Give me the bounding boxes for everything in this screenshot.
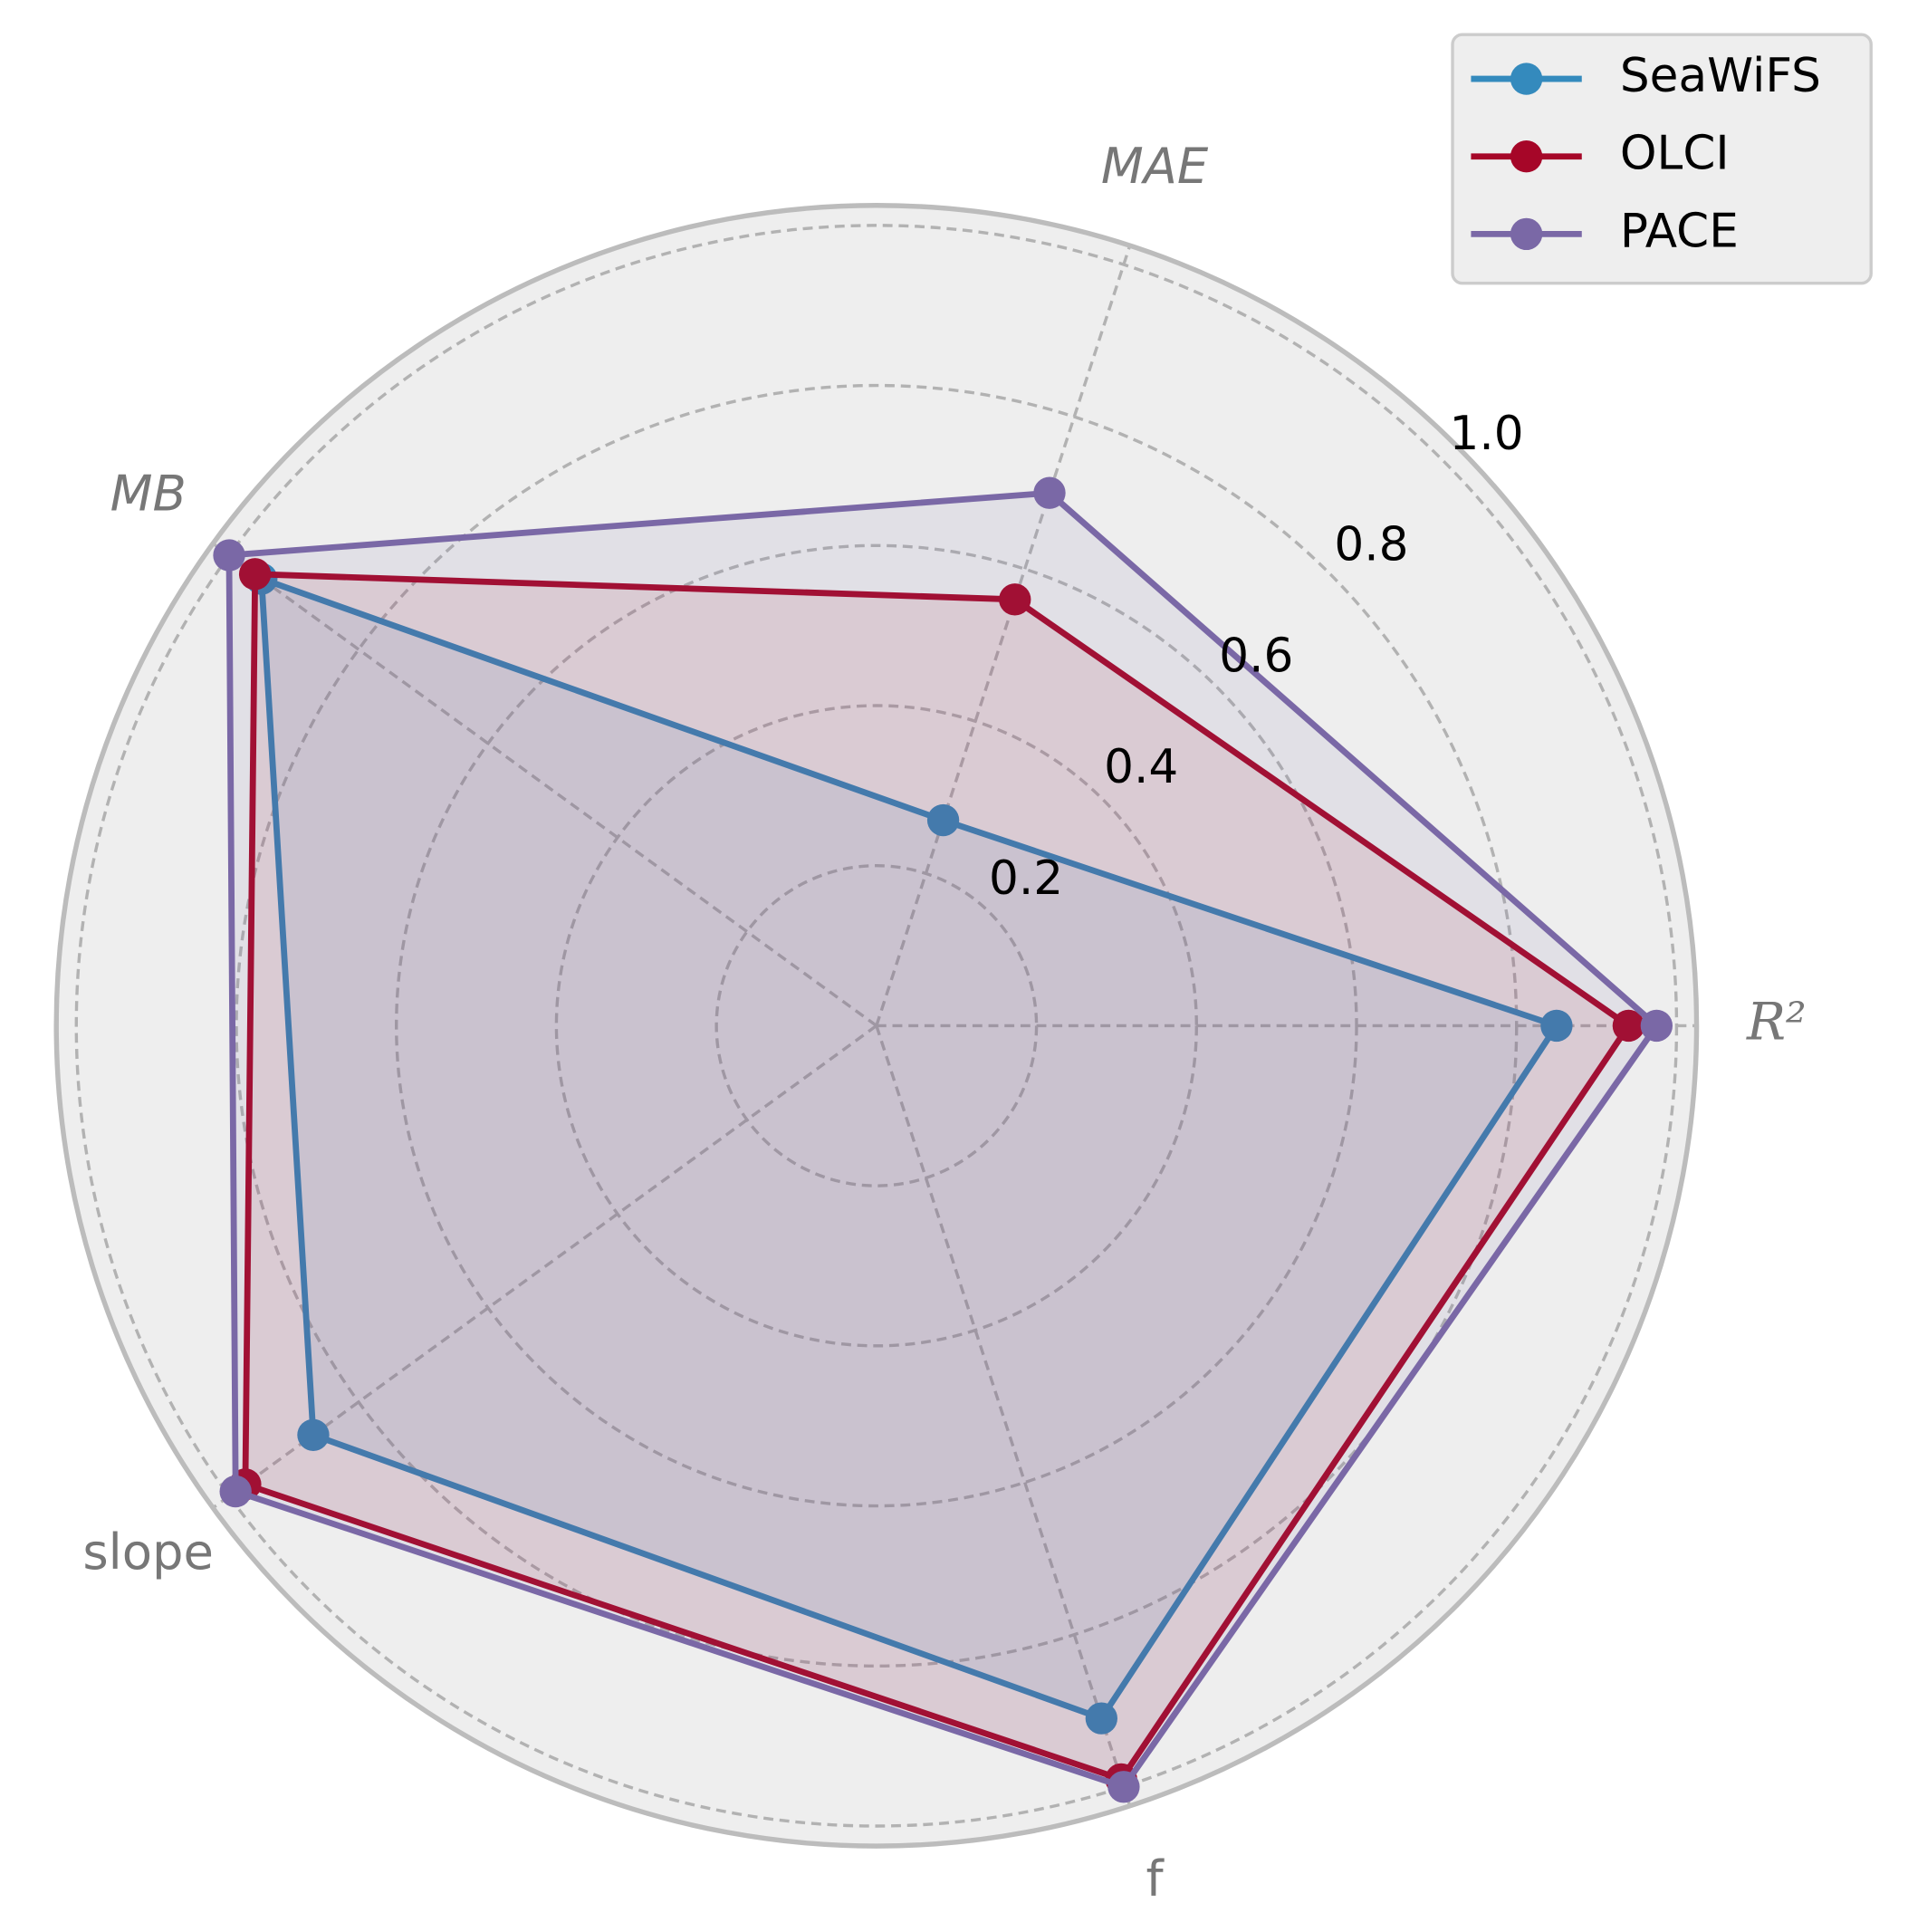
category-label: f [1146,1850,1165,1908]
category-label: MB [110,465,187,522]
r-tick-label: 0.4 [1104,740,1178,794]
series-area [244,573,1629,1780]
category-label: MAE [1101,138,1209,195]
polar-frame [53,203,1700,1849]
series-area [228,493,1657,1787]
series-area [261,578,1557,1719]
spoke [212,1024,877,1510]
spoke [212,542,877,1027]
series-marker [1033,476,1066,509]
spoke [875,245,1132,1026]
r-tick-label: 0.2 [989,851,1063,906]
series-marker [999,583,1031,616]
legend: SeaWiFS OLCI PACE [1451,33,1873,285]
series-marker [1540,1009,1573,1043]
category-label: R² [1746,992,1807,1052]
series-marker [1640,1009,1673,1043]
series-line [242,571,1632,1783]
series-marker [1612,1009,1645,1043]
r-tick-label: 1.0 [1450,407,1524,461]
grid-circle [554,704,1198,1348]
legend-marker [1510,62,1543,95]
legend-box [1451,33,1873,285]
series-line [258,575,1560,1722]
legend-label: PACE [1620,204,1739,258]
legend-marker [1510,217,1543,251]
series-marker [213,539,245,572]
series-marker [1085,1702,1117,1735]
legend-marker [1510,140,1543,173]
series-marker [297,1418,330,1451]
series-line [225,489,1660,1791]
series-marker [1107,1771,1140,1803]
spoke [875,1024,1132,1807]
legend-label: OLCI [1620,127,1730,181]
series-marker [219,1475,252,1508]
series-marker [926,803,960,837]
r-tick-label: 0.6 [1219,629,1293,683]
series-marker [238,558,272,591]
legend-label: SeaWiFS [1620,49,1821,103]
category-label: slope [82,1523,214,1581]
r-tick-label: 0.8 [1334,518,1408,572]
